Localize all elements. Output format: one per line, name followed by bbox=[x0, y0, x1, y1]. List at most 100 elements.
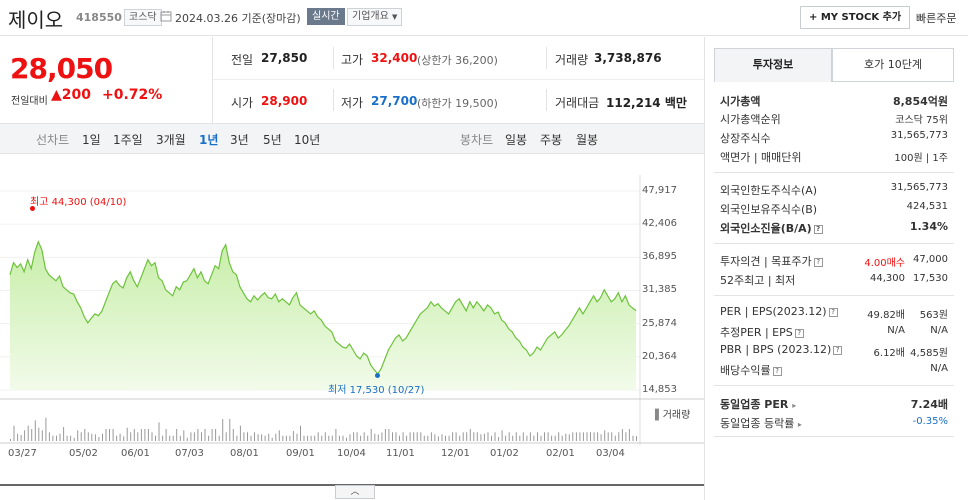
tab-orderbook-10[interactable]: 호가 10단계 bbox=[832, 48, 954, 82]
volume-bar bbox=[130, 432, 132, 441]
volume-bar bbox=[27, 425, 29, 441]
industry-change-value: -0.35% bbox=[912, 416, 948, 427]
volume-bar bbox=[487, 432, 489, 441]
x-tick: 08/01 bbox=[230, 448, 259, 459]
industry-change-row[interactable]: 동일업종 등락률 ▸ bbox=[720, 415, 802, 431]
per-label: PER | EPS(2023.12) bbox=[720, 305, 827, 318]
help-icon[interactable]: ? bbox=[772, 367, 782, 376]
volume-bar bbox=[56, 435, 57, 441]
help-icon[interactable]: ? bbox=[794, 329, 804, 338]
bps-value: 4,585원 bbox=[910, 348, 948, 359]
help-icon[interactable]: ? bbox=[828, 308, 838, 317]
stock-code: 418550 bbox=[76, 11, 122, 24]
period-3m[interactable]: 3개월 bbox=[156, 133, 186, 147]
volume-bar bbox=[239, 425, 241, 441]
industry-per-row[interactable]: 동일업종 PER ▸ bbox=[720, 396, 796, 412]
open-label: 시가 bbox=[231, 96, 254, 110]
candle-monthly[interactable]: 월봉 bbox=[576, 133, 599, 147]
volume-bar bbox=[392, 432, 393, 441]
w52-low-value: 17,530 bbox=[913, 273, 948, 284]
divider bbox=[546, 47, 547, 69]
volume-bar bbox=[278, 430, 280, 441]
x-tick: 07/03 bbox=[175, 448, 204, 459]
volume-bar bbox=[268, 433, 270, 441]
volume-bar bbox=[360, 435, 362, 441]
market-badge: 코스닥 bbox=[124, 9, 162, 26]
volume-bar bbox=[271, 437, 273, 441]
price-line bbox=[9, 240, 637, 375]
period-1w[interactable]: 1주일 bbox=[113, 133, 143, 147]
volume-bar bbox=[197, 429, 199, 441]
help-icon[interactable]: ? bbox=[813, 258, 823, 267]
collapse-chart-button[interactable]: ︿ bbox=[335, 485, 375, 499]
volume-bar bbox=[519, 435, 521, 441]
volume-value: 3,738,876 bbox=[594, 51, 662, 65]
help-icon[interactable]: ? bbox=[813, 225, 823, 234]
volume-bar bbox=[402, 432, 404, 441]
volume-bar bbox=[317, 432, 319, 441]
tab-investment-info[interactable]: 투자정보 bbox=[714, 48, 832, 82]
quick-order-button[interactable]: 빠른주문 bbox=[916, 12, 957, 25]
high-annotation: 최고 44,300 (04/10) bbox=[30, 197, 127, 208]
volume-bar bbox=[568, 434, 570, 441]
volume-bar bbox=[554, 435, 556, 441]
volume-label: 거래량 bbox=[555, 53, 589, 67]
volume-bar bbox=[296, 433, 298, 441]
help-icon[interactable]: ? bbox=[833, 346, 843, 355]
volume-bar bbox=[70, 435, 72, 441]
est-per-label: 추정PER | EPS bbox=[720, 326, 793, 339]
candle-weekly[interactable]: 주봉 bbox=[540, 133, 563, 147]
chart-toolbar bbox=[0, 123, 704, 154]
info-panel bbox=[704, 37, 968, 500]
open-value: 28,900 bbox=[261, 94, 308, 108]
volume-bar bbox=[87, 432, 89, 441]
volume-bar bbox=[34, 420, 36, 441]
foreign-ratio-row: 외국인소진율(B/A)? bbox=[720, 220, 823, 236]
volume-bar bbox=[201, 432, 202, 441]
volume-bar bbox=[225, 432, 227, 441]
w52-label: 52주최고 | 최저 bbox=[720, 274, 796, 287]
volume-bar bbox=[353, 432, 355, 441]
volume-bar bbox=[625, 432, 627, 441]
period-3y[interactable]: 3년 bbox=[230, 133, 249, 147]
volume-bar bbox=[10, 439, 11, 441]
volume-bar bbox=[151, 432, 153, 441]
market-cap-value: 8,854억원 bbox=[892, 95, 948, 108]
low-annotation: 최저 17,530 (10/27) bbox=[328, 385, 425, 396]
per-row: PER | EPS(2023.12)? bbox=[720, 305, 838, 318]
period-5y[interactable]: 5년 bbox=[263, 133, 282, 147]
candle-daily[interactable]: 일봉 bbox=[505, 133, 528, 147]
divider bbox=[714, 243, 954, 244]
volume-bar bbox=[342, 435, 344, 441]
low-label: 저가 bbox=[341, 96, 364, 110]
volume-bar bbox=[381, 432, 383, 441]
period-10y[interactable]: 10년 bbox=[294, 133, 321, 147]
volume-bar bbox=[551, 435, 553, 441]
est-per-row: 추정PER | EPS? bbox=[720, 324, 804, 340]
add-my-stock-button[interactable]: + MY STOCK 추가 bbox=[800, 6, 911, 29]
volume-bar bbox=[324, 432, 326, 441]
line-chart-label: 선차트 bbox=[36, 133, 70, 147]
volume-bar bbox=[561, 435, 563, 441]
stock-header bbox=[0, 0, 968, 36]
period-1y[interactable]: 1년 bbox=[199, 133, 219, 147]
realtime-button[interactable]: 실시간 bbox=[307, 8, 345, 25]
volume-bar bbox=[473, 432, 475, 441]
foreign-limit-label: 외국인한도주식수(A) bbox=[720, 184, 818, 197]
volume-bar bbox=[247, 432, 248, 441]
volume-bar bbox=[59, 433, 61, 441]
x-tick: 09/01 bbox=[286, 448, 315, 459]
volume-bar bbox=[282, 435, 284, 441]
volume-bar bbox=[77, 430, 79, 441]
volume-bar bbox=[572, 432, 574, 441]
volume-bar bbox=[24, 430, 26, 441]
volume-bar bbox=[406, 435, 408, 441]
x-tick: 11/01 bbox=[386, 448, 415, 459]
pbr-row: PBR | BPS (2023.12)? bbox=[720, 343, 843, 356]
volume-bar bbox=[144, 429, 146, 441]
period-1d[interactable]: 1일 bbox=[82, 133, 101, 147]
corp-overview-dropdown[interactable]: 기업개요 ▼ bbox=[347, 8, 403, 26]
volume-bar bbox=[597, 432, 599, 441]
market-cap-label: 시가총액 bbox=[720, 95, 761, 108]
base-date: 2024.03.26 기준(장마감) bbox=[175, 12, 301, 25]
